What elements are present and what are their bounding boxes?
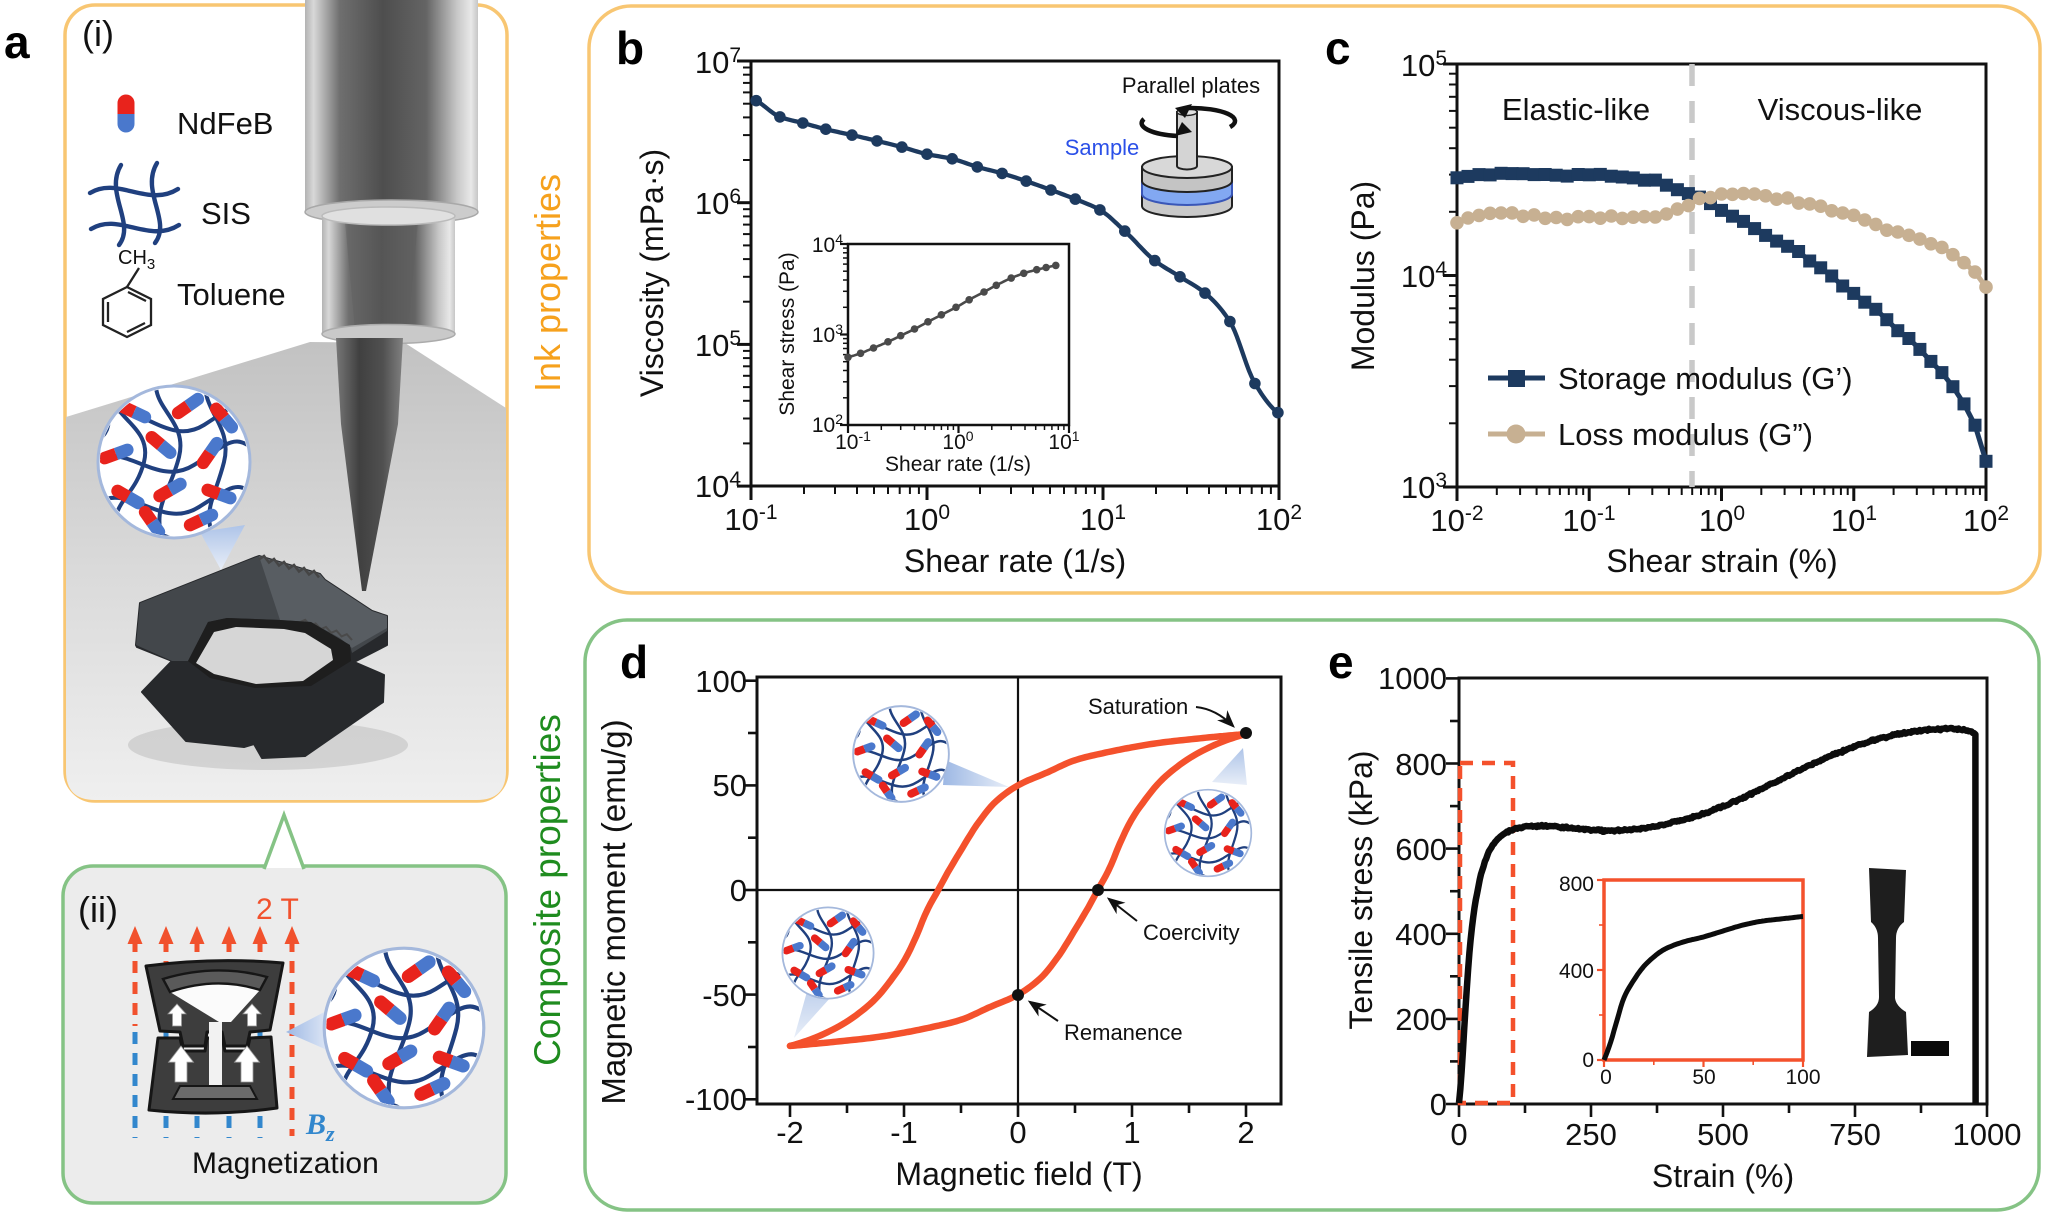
svg-text:1000: 1000 (1378, 661, 1447, 696)
svg-text:-50: -50 (702, 978, 747, 1013)
svg-text:Magnetic moment (emu/g): Magnetic moment (emu/g) (595, 719, 632, 1104)
svg-text:2 T: 2 T (256, 893, 299, 926)
svg-text:1000: 1000 (1953, 1117, 2022, 1152)
svg-text:SIS: SIS (201, 196, 251, 231)
svg-text:Ink properties: Ink properties (527, 174, 568, 392)
svg-text:0: 0 (1009, 1115, 1026, 1150)
svg-text:c: c (1325, 22, 1351, 74)
svg-text:600: 600 (1395, 832, 1447, 867)
svg-text:Shear strain (%): Shear strain (%) (1606, 543, 1837, 579)
svg-text:100: 100 (1785, 1066, 1820, 1089)
svg-text:Storage modulus (G’): Storage modulus (G’) (1558, 361, 1853, 396)
svg-text:400: 400 (1559, 960, 1594, 983)
svg-text:250: 250 (1565, 1117, 1617, 1152)
svg-text:10-1: 10-1 (724, 501, 777, 537)
svg-text:50: 50 (713, 768, 747, 803)
svg-text:Shear rate (1/s): Shear rate (1/s) (904, 543, 1126, 579)
svg-text:-2: -2 (776, 1115, 804, 1150)
svg-text:104: 104 (1401, 258, 1447, 294)
svg-text:Modulus (Pa): Modulus (Pa) (1345, 181, 1381, 371)
svg-text:400: 400 (1395, 917, 1447, 952)
svg-text:Tensile stress (kPa): Tensile stress (kPa) (1343, 750, 1379, 1029)
svg-text:0: 0 (1450, 1117, 1467, 1152)
svg-text:Strain (%): Strain (%) (1652, 1158, 1794, 1194)
svg-text:800: 800 (1559, 873, 1594, 896)
svg-text:-100: -100 (685, 1082, 747, 1117)
svg-text:Remanence: Remanence (1064, 1020, 1183, 1045)
svg-text:b: b (616, 22, 644, 74)
svg-text:d: d (620, 636, 648, 688)
svg-text:Elastic-like: Elastic-like (1502, 92, 1650, 127)
svg-text:Loss modulus (G”): Loss modulus (G”) (1558, 417, 1813, 452)
svg-text:750: 750 (1829, 1117, 1881, 1152)
svg-text:50: 50 (1692, 1066, 1715, 1089)
svg-text:Saturation: Saturation (1088, 694, 1188, 719)
svg-text:e: e (1328, 636, 1354, 688)
svg-text:104: 104 (812, 231, 843, 257)
svg-text:0: 0 (730, 873, 747, 908)
svg-text:1: 1 (1123, 1115, 1140, 1150)
svg-text:800: 800 (1395, 747, 1447, 782)
svg-text:Parallel plates: Parallel plates (1122, 73, 1260, 98)
svg-text:a: a (4, 16, 30, 68)
svg-text:Composite properties: Composite properties (527, 714, 568, 1066)
svg-text:Viscous-like: Viscous-like (1758, 92, 1923, 127)
svg-text:0: 0 (1582, 1049, 1594, 1072)
svg-text:(i): (i) (82, 13, 114, 54)
svg-text:Shear rate (1/s): Shear rate (1/s) (885, 453, 1031, 476)
svg-text:Sample: Sample (1065, 135, 1140, 160)
svg-text:(ii): (ii) (78, 889, 118, 930)
svg-text:500: 500 (1697, 1117, 1749, 1152)
svg-text:2: 2 (1237, 1115, 1254, 1150)
svg-text:Viscosity (mPa·s): Viscosity (mPa·s) (634, 149, 670, 397)
svg-text:100: 100 (695, 664, 747, 699)
svg-text:0: 0 (1600, 1066, 1612, 1089)
svg-text:200: 200 (1395, 1002, 1447, 1037)
svg-text:Coercivity: Coercivity (1143, 920, 1240, 945)
svg-text:-1: -1 (890, 1115, 918, 1150)
svg-text:Toluene: Toluene (177, 277, 286, 312)
svg-text:Shear stress (Pa): Shear stress (Pa) (776, 252, 799, 415)
svg-text:NdFeB: NdFeB (177, 106, 273, 141)
svg-text:0: 0 (1430, 1087, 1447, 1122)
svg-text:Magnetization: Magnetization (192, 1147, 379, 1180)
svg-text:Magnetic field (T): Magnetic field (T) (895, 1156, 1142, 1192)
